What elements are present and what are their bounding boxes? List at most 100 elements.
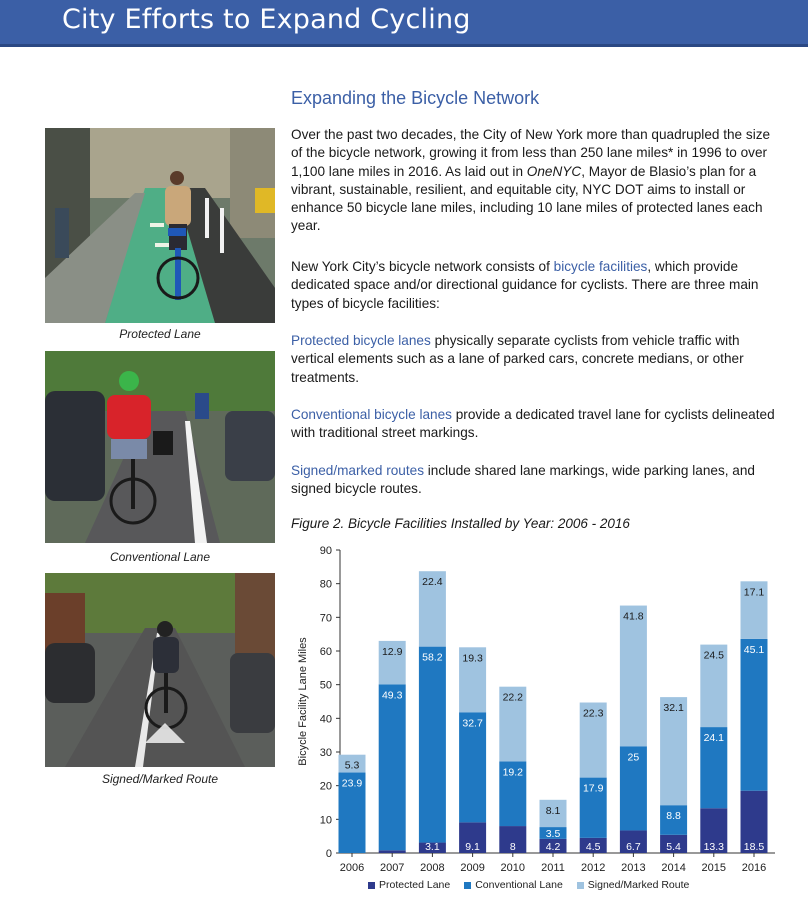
data-label: 19.2 bbox=[503, 766, 524, 778]
data-label: 32.1 bbox=[663, 702, 684, 714]
legend-label: Signed/Marked Route bbox=[587, 879, 690, 891]
y-tick-label: 50 bbox=[320, 680, 332, 692]
bar-segment bbox=[579, 702, 607, 778]
bar-segment bbox=[378, 640, 406, 685]
x-tick-label: 2006 bbox=[340, 862, 364, 874]
bar-segment bbox=[459, 647, 487, 713]
data-label: 22.4 bbox=[422, 576, 443, 588]
bar-segment bbox=[338, 754, 366, 773]
x-tick-label: 2011 bbox=[541, 862, 565, 874]
bar-segment bbox=[700, 727, 728, 809]
bar-segment bbox=[418, 571, 446, 647]
data-label: 3.1 bbox=[425, 841, 440, 853]
bar-segment bbox=[740, 638, 768, 791]
data-label: 13.3 bbox=[704, 841, 725, 853]
bar-segment bbox=[499, 826, 527, 853]
bar-segment bbox=[418, 842, 446, 853]
x-tick-label: 2015 bbox=[702, 862, 726, 874]
conventional-lane-photo bbox=[45, 351, 275, 543]
paragraph-signed: Signed/marked routes include shared lane… bbox=[291, 463, 755, 497]
data-label: 4.5 bbox=[586, 841, 601, 853]
y-tick-label: 10 bbox=[320, 814, 332, 826]
data-label: 4.2 bbox=[546, 841, 561, 853]
page-title: City Efforts to Expand Cycling bbox=[62, 4, 471, 35]
data-label: 22.2 bbox=[503, 692, 524, 704]
data-label: 8.8 bbox=[666, 810, 681, 822]
bar-segment bbox=[660, 834, 688, 853]
bar-segment bbox=[660, 697, 688, 806]
data-label: 41.8 bbox=[623, 611, 644, 623]
paragraph-protected: Protected bicycle lanes physically separ… bbox=[291, 333, 744, 385]
x-tick-label: 2007 bbox=[380, 862, 404, 874]
bar-segment bbox=[459, 712, 487, 823]
x-tick-label: 2014 bbox=[661, 862, 685, 874]
x-tick-label: 2013 bbox=[621, 862, 645, 874]
bar-segment bbox=[418, 646, 446, 843]
bar-segment bbox=[619, 746, 647, 831]
data-label: 6.7 bbox=[626, 841, 641, 853]
data-label: 58.2 bbox=[422, 652, 443, 664]
protected-lane-photo bbox=[45, 128, 275, 323]
data-label: 22.3 bbox=[583, 708, 604, 720]
y-axis-label: Bicycle Facility Lane Miles bbox=[297, 637, 309, 766]
term-signed-routes: Signed/marked routes bbox=[291, 463, 424, 478]
legend-swatch bbox=[368, 881, 375, 889]
legend-item-signed: Signed/Marked Route bbox=[576, 879, 690, 891]
data-label: 5.3 bbox=[345, 760, 360, 772]
bar-segment bbox=[660, 805, 688, 835]
photo-caption: Conventional Lane bbox=[109, 550, 211, 564]
bar-segment bbox=[740, 581, 768, 639]
legend-item-conventional: Conventional Lane bbox=[464, 879, 563, 891]
legend-label: Conventional Lane bbox=[475, 879, 563, 891]
header-banner: City Efforts to Expand Cycling bbox=[0, 0, 808, 47]
data-label: 5.4 bbox=[666, 841, 681, 853]
data-label: 24.1 bbox=[704, 732, 725, 744]
data-label: 17.1 bbox=[744, 586, 765, 598]
section-heading: Expanding the Bicycle Network bbox=[291, 88, 540, 108]
figure-title: Figure 2. Bicycle Facilities Installed b… bbox=[291, 516, 630, 531]
term-conventional-lanes: Conventional bicycle lanes bbox=[291, 407, 452, 422]
bar-segment bbox=[539, 827, 567, 839]
y-tick-label: 40 bbox=[320, 713, 332, 725]
bar-segment bbox=[459, 822, 487, 853]
y-tick-label: 80 bbox=[320, 579, 332, 591]
data-label: 24.5 bbox=[704, 650, 725, 662]
signed-route-photo bbox=[45, 573, 275, 767]
bar-segment bbox=[539, 799, 567, 828]
x-tick-label: 2012 bbox=[581, 862, 605, 874]
bar-segment bbox=[700, 644, 728, 728]
bar-segment bbox=[499, 686, 527, 762]
legend-item-protected: Protected Lane bbox=[368, 879, 450, 891]
paragraph-conventional: Conventional bicycle lanes provide a ded… bbox=[291, 407, 775, 441]
paragraph-intro: Over the past two decades, the City of N… bbox=[291, 127, 771, 234]
y-tick-label: 20 bbox=[320, 781, 332, 793]
y-tick-label: 90 bbox=[320, 545, 332, 557]
data-label: 49.3 bbox=[382, 689, 403, 701]
y-tick-label: 60 bbox=[320, 646, 332, 658]
bar-segment bbox=[579, 777, 607, 838]
photo-caption: Signed/Marked Route bbox=[101, 772, 219, 786]
legend-label: Protected Lane bbox=[379, 879, 451, 891]
bar-segment bbox=[740, 790, 768, 853]
data-label: 32.7 bbox=[462, 717, 483, 729]
y-tick-label: 0 bbox=[326, 848, 332, 860]
photo-caption: Protected Lane bbox=[119, 327, 201, 341]
bar-segment bbox=[499, 761, 527, 827]
data-label: 19.3 bbox=[462, 652, 483, 664]
bar-segment bbox=[539, 838, 567, 853]
data-label: 18.5 bbox=[744, 841, 765, 853]
y-tick-label: 70 bbox=[320, 612, 332, 624]
data-label: 3.5 bbox=[546, 828, 561, 840]
x-tick-label: 2008 bbox=[420, 862, 444, 874]
chart-legend: Protected Lane Conventional Lane Signed/… bbox=[368, 879, 689, 891]
bar-segment bbox=[378, 684, 406, 851]
data-label: 17.9 bbox=[583, 783, 604, 795]
data-label: 25 bbox=[628, 751, 640, 763]
y-tick-label: 30 bbox=[320, 747, 332, 759]
bar-segment bbox=[700, 808, 728, 853]
data-label: 8 bbox=[510, 841, 516, 853]
term-protected-lanes: Protected bicycle lanes bbox=[291, 333, 431, 348]
bar-segment bbox=[378, 850, 406, 853]
bar-chart: 0 10 20 30 40 50 60 70 80 90 Bicycle Facility Lane… bbox=[297, 545, 775, 874]
bar-segment bbox=[619, 605, 647, 747]
